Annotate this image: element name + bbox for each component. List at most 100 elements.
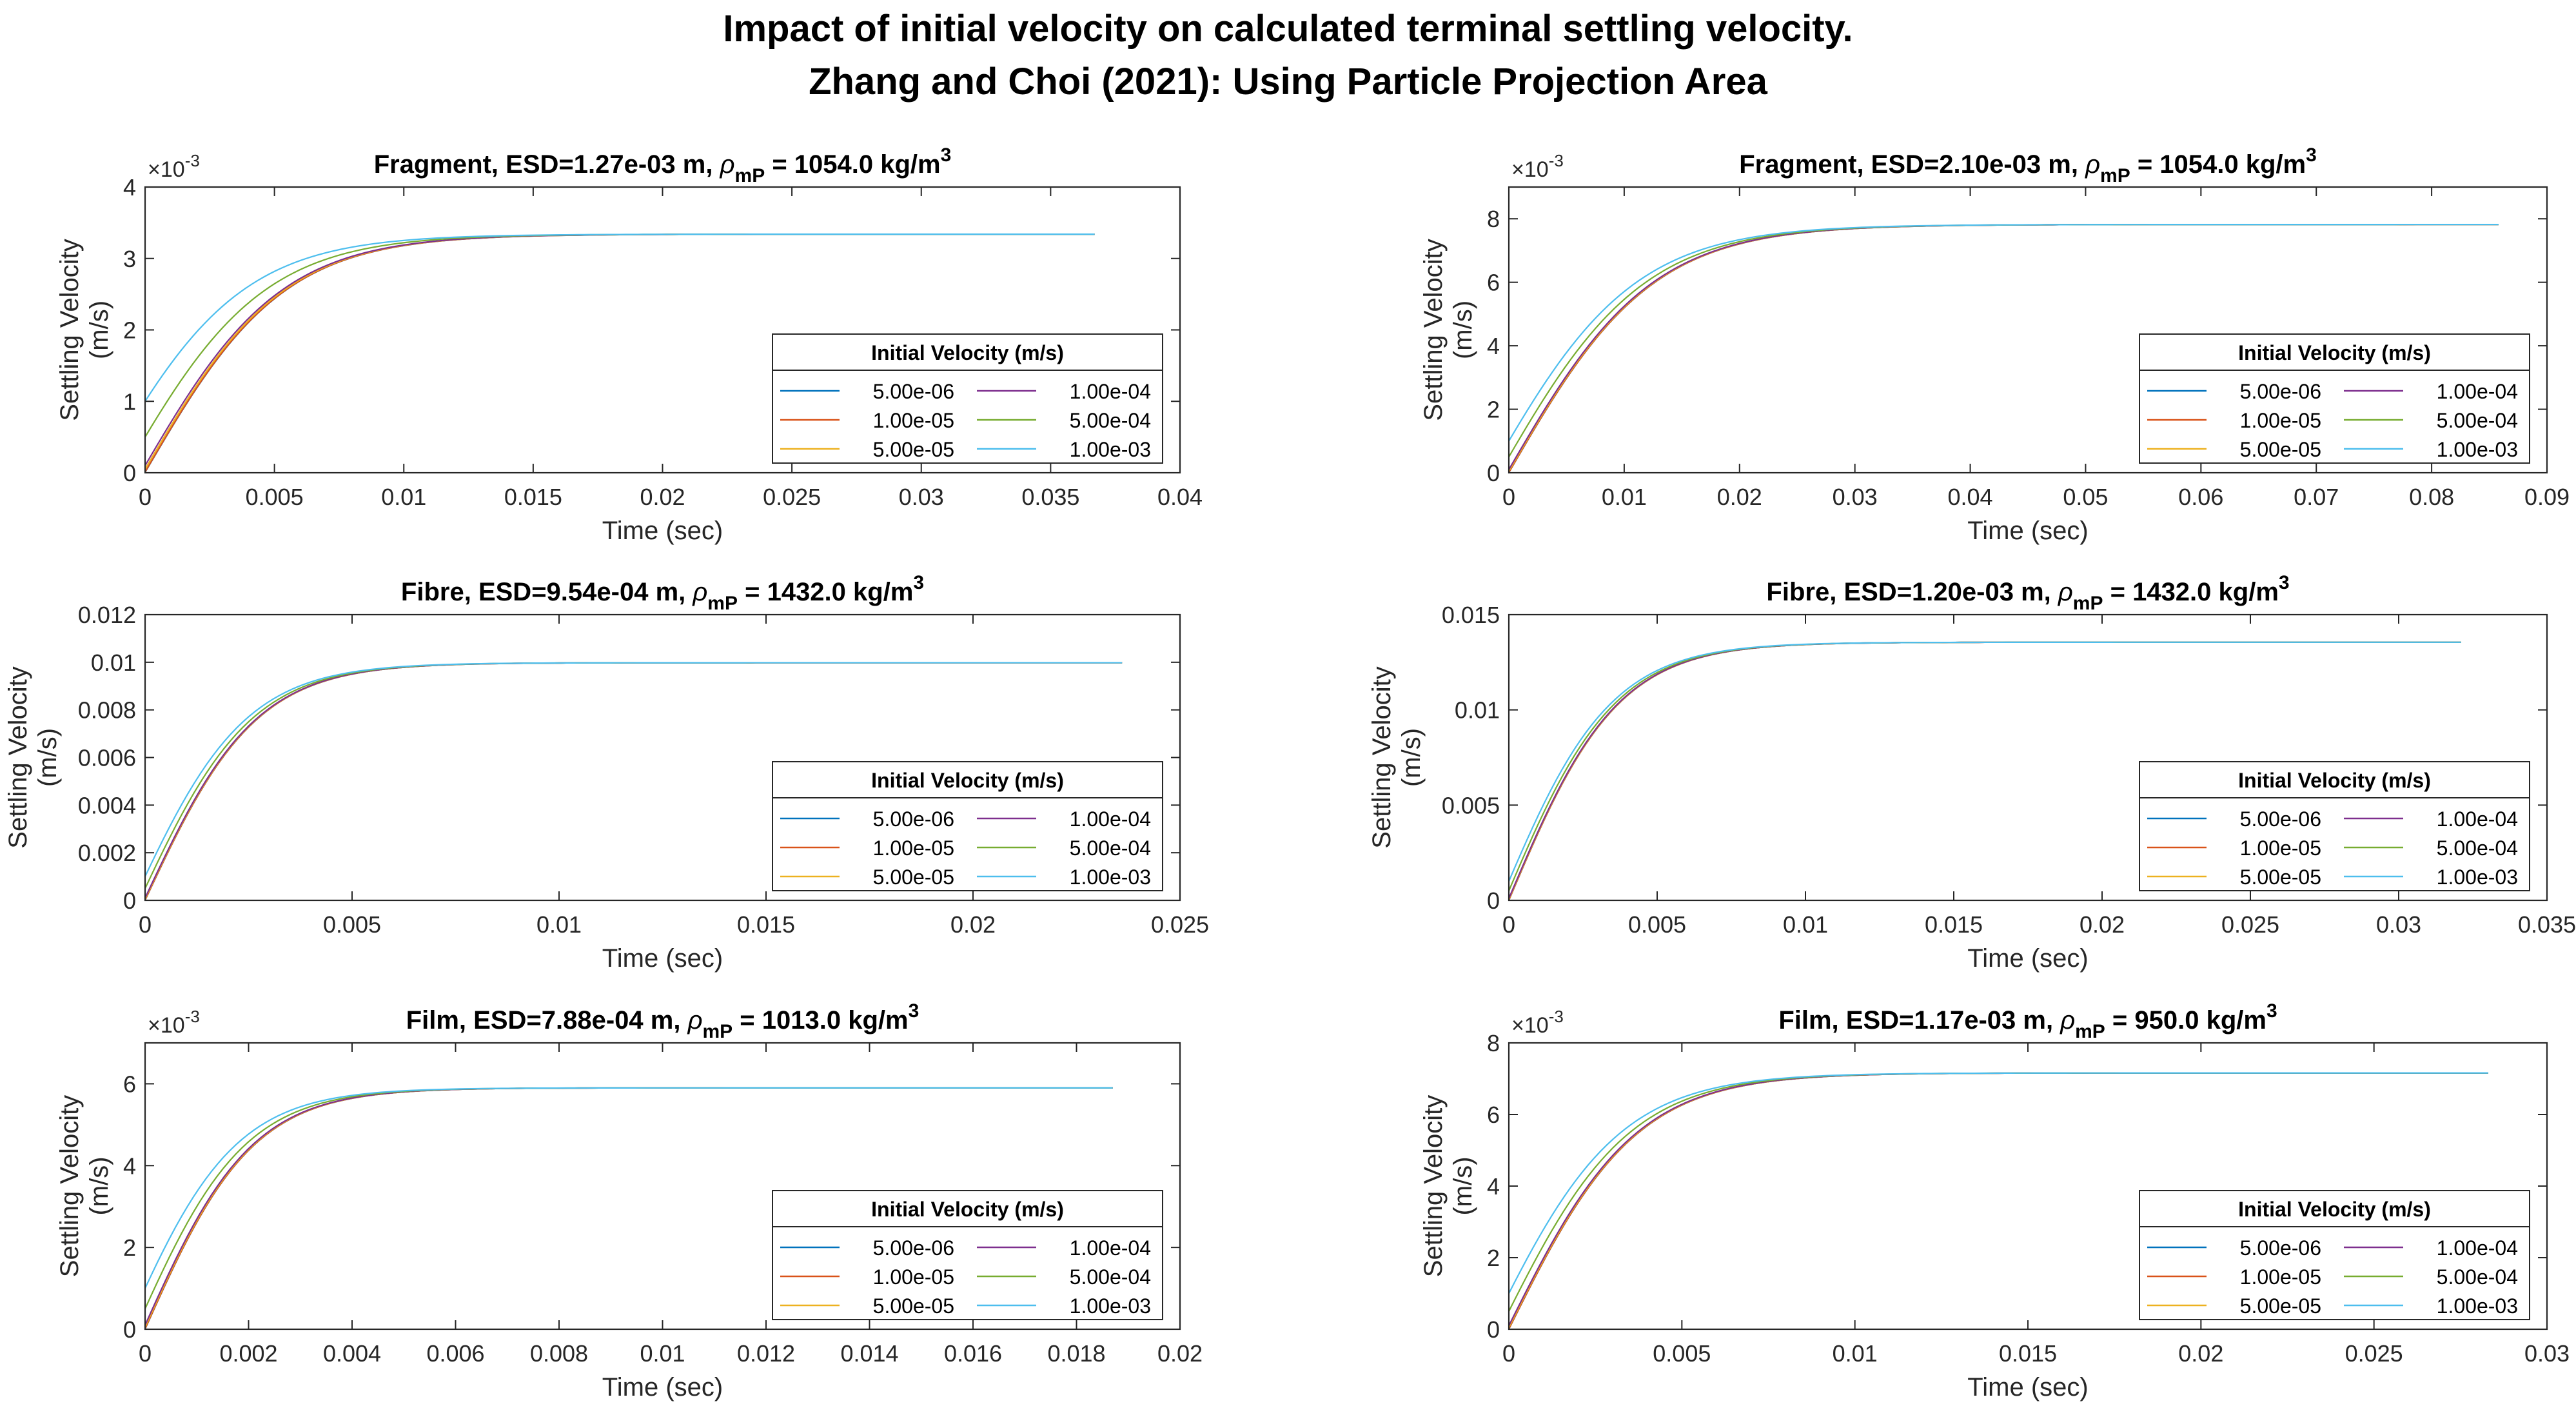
y-axis: 0 1 2 3 4 Settling Velocity(m/s) <box>55 174 1180 486</box>
y-tick-label: 1 <box>123 388 136 415</box>
y-tick-label: 2 <box>123 1234 136 1261</box>
x-tick-label: 0.015 <box>1925 911 1983 938</box>
axes-box <box>1508 186 2548 474</box>
x-tick-label: 0 <box>139 911 152 938</box>
series-line-1.00e-03 <box>1509 223 2499 442</box>
subplot-4: 0 0.005 0.01 0.015 0.02 0.025 0.03 0.035 Time (s… <box>1368 572 2576 973</box>
x-tick-label: 0.015 <box>1999 1340 2057 1367</box>
x-tick-label: 0.008 <box>530 1340 588 1367</box>
subplot-title: Film, ESD=1.17e-03 m, ρmP = 950.0 kg/m3 <box>1778 1000 2277 1042</box>
y-tick-label: 2 <box>1487 1245 1500 1271</box>
x-axis: 0 0.005 0.01 0.015 0.02 0.025 0.03 0.035 0.04 Tim… <box>139 187 1203 545</box>
y-tick-label: 2 <box>123 317 136 344</box>
legend-title: Initial Velocity (m/s) <box>871 1198 1064 1221</box>
x-tick-label: 0.025 <box>763 484 821 510</box>
legend-entry-label: 1.00e-03 <box>1070 866 1151 889</box>
x-tick-label: 0.07 <box>2294 484 2339 510</box>
y-tick-label: 3 <box>123 246 136 272</box>
y-axis-label: Settling Velocity(m/s) <box>55 1095 113 1277</box>
x-tick-label: 0.002 <box>219 1340 277 1367</box>
figure-title-line-2: Zhang and Choi (2021): Using Particle Pr… <box>809 61 1767 103</box>
legend-entry-label: 1.00e-04 <box>2437 807 2518 831</box>
y-axis: 0 0.002 0.004 0.006 0.008 0.01 0.012 Settling V… <box>4 602 1180 914</box>
x-tick-label: 0.06 <box>2178 484 2223 510</box>
series-line-1.00e-03 <box>145 233 1095 402</box>
legend-entry-label: 5.00e-04 <box>2437 1265 2518 1289</box>
x-tick-label: 0.025 <box>2221 911 2279 938</box>
x-axis: 0 0.005 0.01 0.015 0.02 0.025 0.03 0.035 Time (s… <box>1502 615 2576 973</box>
legend-entry-label: 1.00e-05 <box>2240 837 2321 860</box>
legend-entry-label: 1.00e-04 <box>2437 380 2518 403</box>
legend-entry-label: 5.00e-06 <box>873 807 954 831</box>
y-axis-label: Settling Velocity(m/s) <box>55 239 113 421</box>
y-tick-label: 0.015 <box>1442 602 1500 628</box>
x-tick-label: 0.02 <box>2178 1340 2223 1367</box>
legend-box <box>772 761 1163 891</box>
x-tick-label: 0.01 <box>536 911 582 938</box>
subplot-6: 0 0.005 0.01 0.015 0.02 0.025 0.03 Time (sec) 0 2… <box>1419 1000 2570 1401</box>
legend-entry-label: 5.00e-06 <box>2240 807 2321 831</box>
legend: Initial Velocity (m/s) 5.00e-06 1.00e-05 5.… <box>772 1190 1163 1320</box>
x-tick-label: 0.005 <box>1653 1340 1711 1367</box>
x-tick-label: 0.035 <box>2518 911 2576 938</box>
x-tick-label: 0.025 <box>1151 911 1209 938</box>
y-axis: 0 2 4 6 8 Settling Velocity(m/s) <box>1419 206 2547 486</box>
y-axis-label: Settling Velocity(m/s) <box>4 666 62 848</box>
x-tick-label: 0.005 <box>1628 911 1686 938</box>
y-tick-label: 0.012 <box>78 602 136 628</box>
x-tick-label: 0.01 <box>381 484 426 510</box>
legend-entry-label: 1.00e-04 <box>1070 807 1151 831</box>
y-tick-label: 6 <box>1487 270 1500 296</box>
legend-entry-label: 5.00e-06 <box>2240 1236 2321 1260</box>
x-axis: 0 0.005 0.01 0.015 0.02 0.025 Time (sec) <box>139 615 1209 973</box>
y-tick-label: 0.004 <box>78 792 136 818</box>
x-tick-label: 0.014 <box>840 1340 898 1367</box>
legend-box <box>2139 1190 2530 1320</box>
y-axis-label: Settling Velocity(m/s) <box>1419 239 1477 421</box>
subplot-3: 0 0.005 0.01 0.015 0.02 0.025 Time (sec) 0 0.002… <box>4 572 1209 973</box>
x-tick-label: 0 <box>1502 1340 1515 1367</box>
y-tick-label: 4 <box>1487 1173 1500 1200</box>
x-tick-label: 0.035 <box>1021 484 1079 510</box>
legend-box <box>772 1190 1163 1320</box>
legend-box <box>772 333 1163 464</box>
legend-entry-label: 5.00e-04 <box>1070 1265 1151 1289</box>
x-tick-label: 0.03 <box>2376 911 2421 938</box>
legend-title: Initial Velocity (m/s) <box>2238 1198 2431 1221</box>
x-axis-label: Time (sec) <box>602 944 723 973</box>
y-axis-label-line: Settling Velocity <box>4 666 32 848</box>
subplot-title: Fragment, ESD=1.27e-03 m, ρmP = 1054.0 k… <box>374 144 952 186</box>
legend-box <box>2139 761 2530 891</box>
y-tick-label: 0 <box>1487 460 1500 486</box>
x-tick-label: 0 <box>1502 484 1515 510</box>
legend-entry-label: 5.00e-05 <box>2240 866 2321 889</box>
x-tick-label: 0.01 <box>1783 911 1828 938</box>
x-tick-label: 0 <box>139 484 152 510</box>
y-axis-label-line: Settling Velocity <box>1419 1095 1448 1277</box>
legend-entry-label: 1.00e-05 <box>2240 409 2321 432</box>
series-line-1.00e-03 <box>1509 1072 2488 1294</box>
legend-box <box>2139 333 2530 464</box>
y-axis-exponent: ×10-3 <box>148 1007 200 1038</box>
y-axis-label-line: Settling Velocity <box>1368 666 1396 848</box>
legend-entry-label: 5.00e-05 <box>873 866 954 889</box>
subplot-title: Fibre, ESD=9.54e-04 m, ρmP = 1432.0 kg/m… <box>401 572 924 614</box>
y-tick-label: 0 <box>1487 1316 1500 1343</box>
y-axis-exponent: ×10-3 <box>1511 151 1564 182</box>
x-axis-label: Time (sec) <box>602 517 723 545</box>
x-tick-label: 0 <box>1502 911 1515 938</box>
subplot-1: 0 0.005 0.01 0.015 0.02 0.025 0.03 0.035 0.04 Tim… <box>55 144 1203 545</box>
y-axis: 0 2 4 6 Settling Velocity(m/s) <box>55 1071 1180 1343</box>
y-axis-label-line: (m/s) <box>1449 301 1477 359</box>
series-lines <box>1509 1072 2488 1329</box>
x-tick-label: 0.04 <box>1948 484 1993 510</box>
y-tick-label: 0.01 <box>91 649 136 676</box>
y-tick-label: 0 <box>123 460 136 486</box>
legend-title: Initial Velocity (m/s) <box>871 769 1064 792</box>
x-tick-label: 0.03 <box>1833 484 1878 510</box>
legend-entry-label: 1.00e-05 <box>873 1265 954 1289</box>
legend-title: Initial Velocity (m/s) <box>871 341 1064 364</box>
subplot-2: 0 0.01 0.02 0.03 0.04 0.05 0.06 0.07 0.08 0.09 Tim… <box>1419 144 2570 545</box>
x-tick-label: 0.04 <box>1157 484 1203 510</box>
